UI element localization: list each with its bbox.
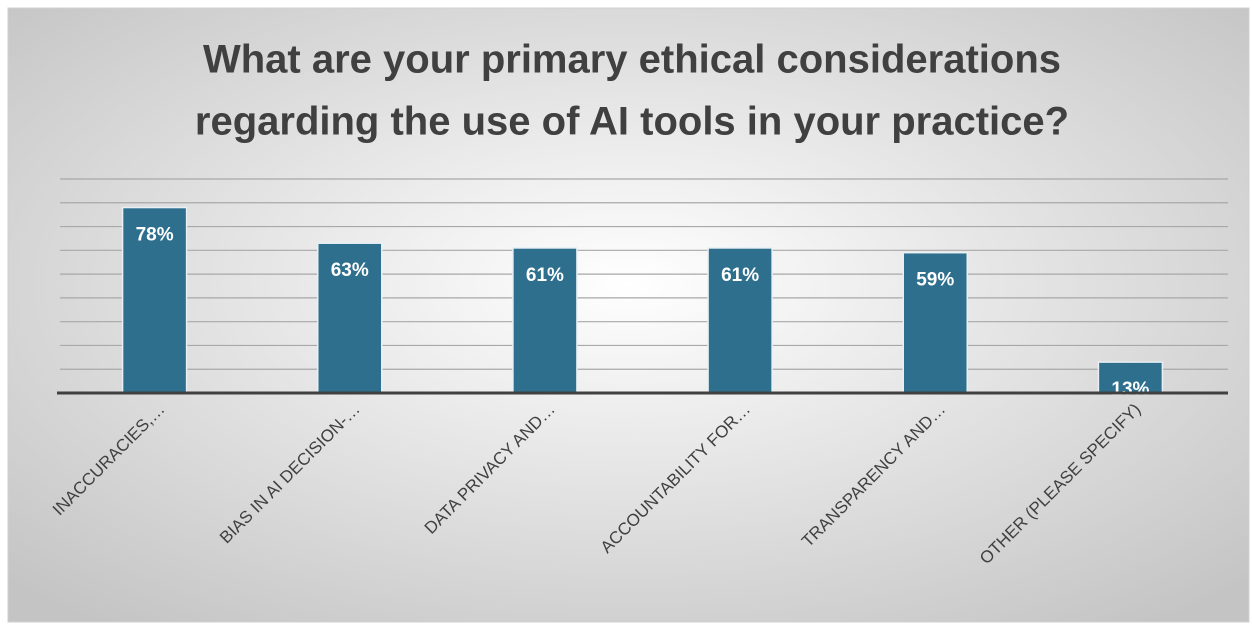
data-label: 61%: [721, 265, 759, 286]
chart-title: What are your primary ethical considerat…: [203, 38, 1061, 82]
bar: [512, 247, 578, 394]
data-label: 63%: [331, 260, 369, 281]
bar: [707, 247, 773, 394]
bar: [317, 242, 383, 394]
data-label: 61%: [526, 265, 564, 286]
chart-background: [7, 7, 1250, 623]
data-label: 59%: [916, 270, 954, 291]
chart-title: regarding the use of AI tools in your pr…: [195, 100, 1069, 144]
bar: [902, 251, 968, 394]
data-label: 13%: [1111, 379, 1149, 400]
bar: [1097, 361, 1164, 394]
bar: [121, 206, 188, 394]
data-label: 78%: [136, 225, 174, 246]
